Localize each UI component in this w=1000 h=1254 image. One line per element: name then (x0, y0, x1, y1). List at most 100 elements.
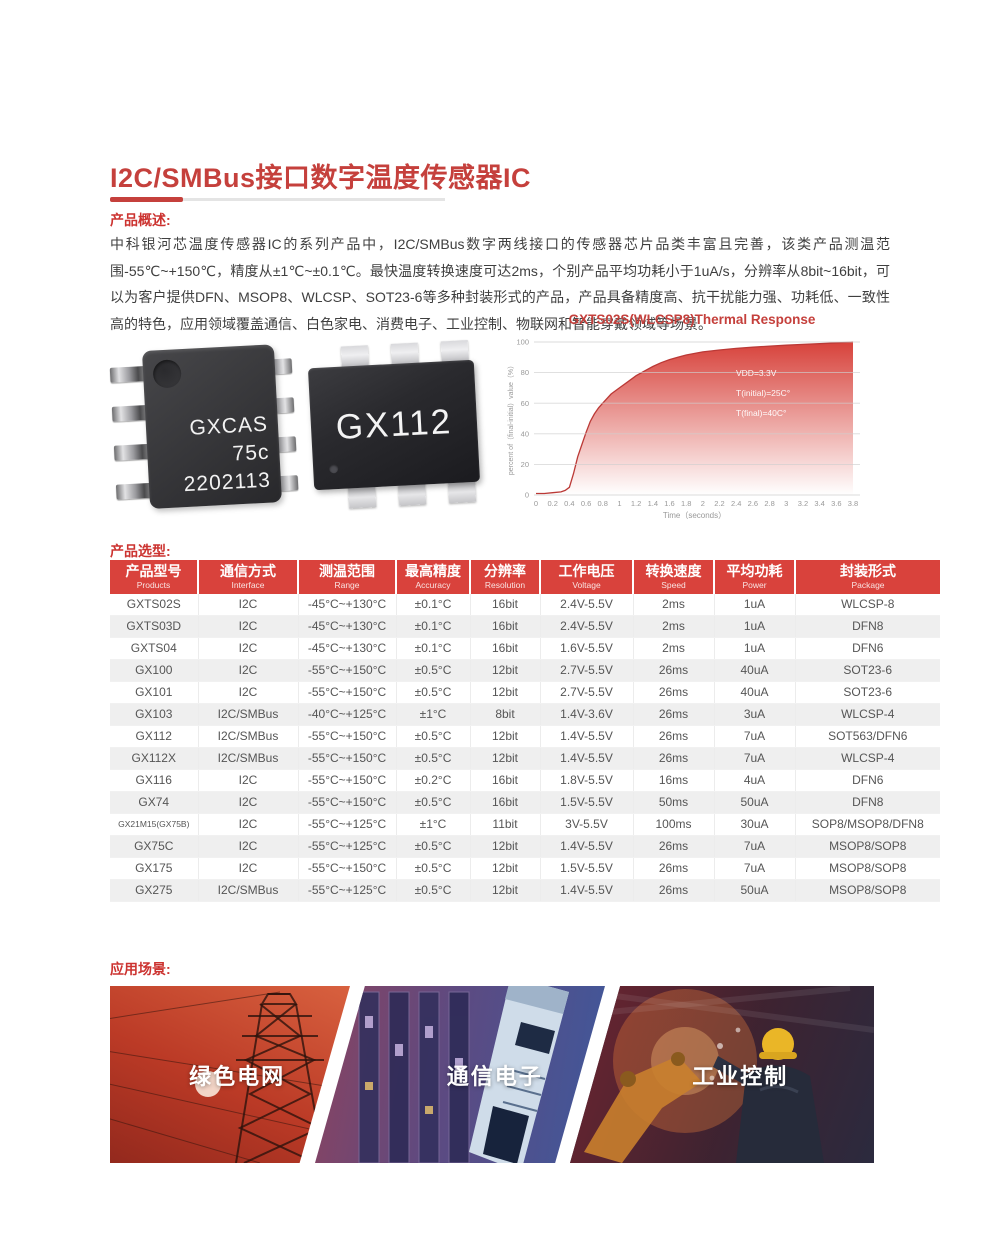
table-cell: DFN8 (795, 791, 940, 814)
table-cell: 2.4V-5.5V (540, 615, 634, 638)
svg-text:Time（seconds）: Time（seconds） (663, 511, 726, 520)
svg-text:2.6: 2.6 (748, 499, 758, 508)
table-cell: ±1°C (396, 813, 471, 836)
svg-text:0: 0 (534, 499, 538, 508)
table-cell: GX74 (110, 791, 199, 814)
table-cell: 26ms (633, 703, 715, 726)
table-row: GX112X I2C/SMBus -55°C~+150°C ±0.5°C 12bit 1.… (110, 747, 940, 770)
table-cell: 26ms (633, 681, 715, 704)
thermal-response-chart: GXTS02S(WLCSP8)Thermal Response 0 20 40 60 8… (503, 310, 881, 520)
chart-title: GXTS02S(WLCSP8)Thermal Response (568, 312, 816, 327)
table-cell: I2C (198, 659, 299, 682)
table-cell: 50uA (714, 879, 796, 902)
robot-worker-art (570, 986, 874, 1163)
table-cell: ±0.5°C (396, 857, 471, 880)
table-header: 分辨率 Resolution (470, 560, 541, 594)
table-cell: -55°C~+125°C (298, 835, 397, 858)
svg-text:2: 2 (701, 499, 705, 508)
svg-text:1.6: 1.6 (664, 499, 674, 508)
table-header: 封装形式 Package (795, 560, 940, 594)
table-cell: 2.4V-5.5V (540, 594, 634, 616)
product-table: 产品型号 Products 通信方式 Interface 测温范围 Range 最高精度 Ac… (110, 560, 940, 902)
table-cell: SOP8/MSOP8/DFN8 (795, 813, 940, 836)
table-cell: -55°C~+150°C (298, 659, 397, 682)
app-label: 通信电子 (446, 1063, 543, 1089)
table-row: GX103 I2C/SMBus -40°C~+125°C ±1°C 8bit 1.4V-3… (110, 703, 940, 726)
table-cell: 2ms (633, 594, 715, 616)
table-cell: 12bit (470, 857, 541, 880)
table-cell: GX275 (110, 879, 199, 902)
table-cell: ±1°C (396, 703, 471, 726)
table-cell: WLCSP-4 (795, 703, 940, 726)
table-header: 测温范围 Range (298, 560, 397, 594)
table-cell: GX101 (110, 681, 199, 704)
table-row: GX21M15(GX75B) I2C -55°C~+125°C ±1°C 11bit 3V… (110, 813, 940, 836)
svg-text:T(initial)=25C°: T(initial)=25C° (736, 388, 790, 398)
table-cell: 40uA (714, 659, 796, 682)
table-cell: 1.5V-5.5V (540, 857, 634, 880)
table-cell: -55°C~+150°C (298, 769, 397, 792)
table-cell: ±0.5°C (396, 659, 471, 682)
table-cell: GX21M15(GX75B) (110, 813, 199, 836)
table-cell: 11bit (470, 813, 541, 836)
svg-text:40: 40 (521, 429, 529, 438)
table-cell: 12bit (470, 725, 541, 748)
table-cell: 1uA (714, 615, 796, 638)
table-row: GXTS02S I2C -45°C~+130°C ±0.1°C 16bit 2.4V-5.… (110, 594, 940, 616)
table-cell: I2C (198, 769, 299, 792)
table-cell: 7uA (714, 725, 796, 748)
applications-label: 应用场景: (110, 961, 171, 977)
svg-text:60: 60 (521, 399, 529, 408)
table-cell: I2C/SMBus (198, 725, 299, 748)
table-cell: SOT563/DFN6 (795, 725, 940, 748)
table-cell: DFN8 (795, 615, 940, 638)
table-cell: 7uA (714, 835, 796, 858)
table-cell: ±0.5°C (396, 725, 471, 748)
table-cell: -40°C~+125°C (298, 703, 397, 726)
chip-marking: GX112 (334, 401, 454, 448)
chip-marking-line: 2202113 (183, 468, 272, 497)
svg-text:0.2: 0.2 (547, 499, 557, 508)
svg-text:80: 80 (521, 368, 529, 377)
table-cell: 30uA (714, 813, 796, 836)
table-cell: I2C/SMBus (198, 703, 299, 726)
svg-text:2.2: 2.2 (714, 499, 724, 508)
svg-text:1.2: 1.2 (631, 499, 641, 508)
chip-pin1-dimple (328, 463, 339, 474)
svg-text:1: 1 (617, 499, 621, 508)
table-cell: ±0.5°C (396, 791, 471, 814)
table-cell: 7uA (714, 857, 796, 880)
svg-text:100: 100 (516, 338, 529, 347)
table-cell: I2C/SMBus (198, 879, 299, 902)
table-cell: 26ms (633, 659, 715, 682)
table-cell: ±0.5°C (396, 681, 471, 704)
svg-text:0.8: 0.8 (598, 499, 608, 508)
table-cell: ±0.2°C (396, 769, 471, 792)
table-cell: I2C/SMBus (198, 747, 299, 770)
table-cell: ±0.1°C (396, 637, 471, 660)
table-cell: 4uA (714, 769, 796, 792)
svg-text:3: 3 (784, 499, 788, 508)
table-cell: 16bit (470, 637, 541, 660)
table-header: 转换速度 Speed (633, 560, 715, 594)
table-cell: GXTS04 (110, 637, 199, 660)
table-header: 产品型号 Products (110, 560, 199, 594)
table-cell: 2ms (633, 637, 715, 660)
table-cell: I2C (198, 791, 299, 814)
table-row: GX75C I2C -55°C~+125°C ±0.5°C 12bit 1.4V-5.5V… (110, 835, 940, 858)
app-label: 工业控制 (692, 1063, 789, 1089)
table-cell: 26ms (633, 835, 715, 858)
svg-text:0: 0 (525, 491, 529, 500)
table-cell: -55°C~+150°C (298, 681, 397, 704)
table-cell: 26ms (633, 725, 715, 748)
table-cell: 26ms (633, 857, 715, 880)
table-cell: I2C (198, 835, 299, 858)
table-cell: 12bit (470, 681, 541, 704)
svg-text:0.4: 0.4 (564, 499, 574, 508)
table-cell: GXTS03D (110, 615, 199, 638)
table-cell: 26ms (633, 879, 715, 902)
table-header: 平均功耗 Power (714, 560, 796, 594)
table-cell: GX75C (110, 835, 199, 858)
